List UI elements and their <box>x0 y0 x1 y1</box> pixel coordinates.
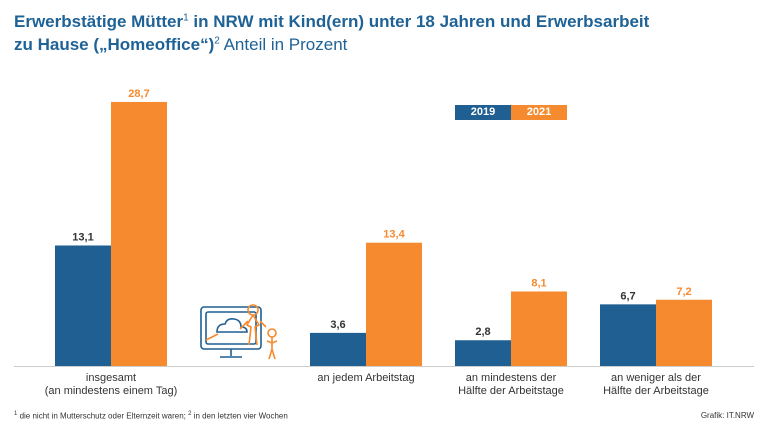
title-line1-rest: in NRW mit Kind(ern) unter 18 Jahren und… <box>188 12 650 31</box>
value-label-2021-1: 13,4 <box>383 229 405 241</box>
category-label-3-1: Hälfte der Arbeitstage <box>603 385 709 397</box>
bar-2021-0 <box>111 101 167 367</box>
bars-group: 13,1 28,7 insgesamt(an mindestens einem Ta… <box>14 88 754 397</box>
title-sup1: 1 <box>183 12 189 24</box>
bar-2019-0 <box>55 245 111 366</box>
value-label-2019-1: 3,6 <box>330 319 345 331</box>
value-label-2021-3: 7,2 <box>676 286 691 298</box>
footnote-text2: in den letzten vier Wochen <box>191 411 288 421</box>
category-label-0-1: (an mindestens einem Tag) <box>45 385 177 397</box>
footnote-sup1: 1 <box>14 411 18 417</box>
title-line2-bold: zu Hause („Homeoffice“) <box>14 35 215 54</box>
footnote-sup2: 2 <box>188 411 192 417</box>
source-credit: Grafik: IT.NRW <box>700 411 754 420</box>
bar-2019-1 <box>310 332 366 366</box>
title-unit: Anteil in Prozent <box>219 35 348 54</box>
bar-2019-2 <box>455 340 511 366</box>
category-label-3-0: an weniger als der <box>611 372 701 384</box>
footnote: 1 die nicht in Mutterschutz oder Elternz… <box>14 411 288 421</box>
bar-2021-3 <box>656 299 712 366</box>
legend: 2019 2021 <box>455 105 567 120</box>
value-label-2021-0: 28,7 <box>128 88 149 100</box>
bar-2021-1 <box>366 242 422 366</box>
bar-2021-2 <box>511 291 567 366</box>
bar-2019-3 <box>600 304 656 366</box>
category-label-0-0: insgesamt <box>86 372 136 384</box>
value-label-2019-0: 13,1 <box>72 231 93 243</box>
category-label-2-0: an mindestens der <box>466 372 557 384</box>
category-label-2-1: Hälfte der Arbeitstage <box>458 385 564 397</box>
value-label-2019-2: 2,8 <box>475 326 490 338</box>
title-line1-bold: Erwerbstätige Mütter <box>14 12 184 31</box>
footnote-text1: die nicht in Mutterschutz oder Elternzei… <box>17 411 189 421</box>
legend-2021: 2021 <box>511 105 567 120</box>
value-label-2019-3: 6,7 <box>620 290 635 302</box>
chart-title: Erwerbstätige Mütter1 in NRW mit Kind(er… <box>14 10 754 56</box>
legend-2019: 2019 <box>455 105 511 120</box>
homeoffice-illustration-icon <box>200 304 278 360</box>
value-label-2021-2: 8,1 <box>531 277 546 289</box>
title-sup2: 2 <box>214 35 220 47</box>
category-label-1-0: an jedem Arbeitstag <box>317 372 414 384</box>
